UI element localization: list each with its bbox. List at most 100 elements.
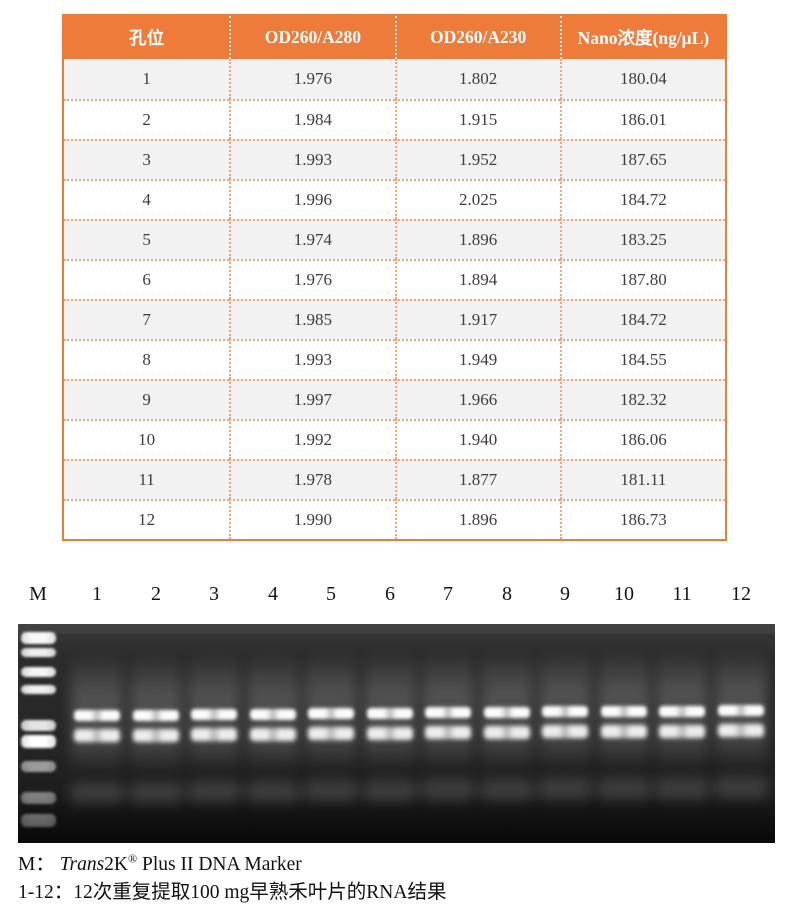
- rna-band-18s: [425, 726, 471, 739]
- lane-smear: [421, 779, 475, 801]
- marker-band: [21, 814, 56, 827]
- conc-cell: 182.32: [559, 379, 725, 419]
- table-row: 12 1.990 1.896 186.73: [64, 499, 725, 539]
- od230-cell: 1.915: [394, 99, 560, 139]
- lane-label-5: 5: [326, 583, 336, 605]
- lane-label-10: 10: [614, 583, 634, 605]
- od280-cell: 1.997: [229, 379, 395, 419]
- rna-band-28s: [74, 710, 120, 721]
- lane-label-7: 7: [443, 583, 453, 605]
- rna-band-28s: [133, 710, 179, 721]
- table-header-row: 孔位 OD260/A280 OD260/A230 Nano浓度(ng/μL): [64, 16, 725, 59]
- table-row: 4 1.996 2.025 184.72: [64, 179, 725, 219]
- table-row: 11 1.978 1.877 181.11: [64, 459, 725, 499]
- lane-smear: [246, 781, 300, 803]
- caption-marker-trans: Trans: [59, 854, 105, 875]
- od280-cell: 1.992: [229, 419, 395, 459]
- rna-band-18s: [74, 729, 120, 742]
- table-row: 8 1.993 1.949 184.55: [64, 339, 725, 379]
- figure-captions: M： Trans2K® Plus II DNA Marker 1-12：12次重…: [18, 851, 778, 907]
- lane-smear: [714, 777, 768, 799]
- rna-band-18s: [367, 727, 413, 740]
- rna-band-28s: [425, 707, 471, 718]
- od280-cell: 1.984: [229, 99, 395, 139]
- lane-smear: [480, 779, 534, 801]
- od230-cell: 1.896: [394, 219, 560, 259]
- well-cell: 12: [64, 499, 230, 539]
- lane-label-m: M: [29, 583, 47, 605]
- od230-cell: 1.966: [394, 379, 560, 419]
- od230-cell: 1.917: [394, 299, 560, 339]
- gel-image: [18, 624, 775, 843]
- well-cell: 8: [64, 339, 230, 379]
- od280-cell: 1.976: [229, 259, 395, 299]
- od230-cell: 1.802: [394, 59, 560, 99]
- lane-smear: [655, 778, 709, 800]
- caption-marker-2k: 2K: [104, 854, 129, 875]
- conc-cell: 180.04: [559, 59, 725, 99]
- lane-label-8: 8: [502, 583, 512, 605]
- lane-label-2: 2: [151, 583, 161, 605]
- table-row: 9 1.997 1.966 182.32: [64, 379, 725, 419]
- rna-band-18s: [484, 726, 530, 739]
- lane-smear: [597, 778, 651, 800]
- rna-band-28s: [542, 706, 588, 717]
- well-cell: 6: [64, 259, 230, 299]
- od280-cell: 1.976: [229, 59, 395, 99]
- lane-smear: [363, 780, 417, 802]
- od230-cell: 1.952: [394, 139, 560, 179]
- caption-samples-label: 1-12：: [18, 882, 74, 903]
- well-cell: 7: [64, 299, 230, 339]
- well-cell: 9: [64, 379, 230, 419]
- well-cell: 10: [64, 419, 230, 459]
- col-header-od260-a230: OD260/A230: [394, 16, 560, 59]
- well-cell: 3: [64, 139, 230, 179]
- conc-cell: 181.11: [559, 459, 725, 499]
- rna-band-18s: [659, 725, 705, 738]
- marker-band: [21, 667, 56, 677]
- rna-band-28s: [308, 708, 354, 719]
- od230-cell: 1.940: [394, 419, 560, 459]
- marker-band: [21, 648, 56, 657]
- col-header-well: 孔位: [64, 16, 230, 59]
- conc-cell: 184.72: [559, 299, 725, 339]
- rna-band-18s: [718, 724, 764, 737]
- lane-smear: [538, 778, 592, 800]
- conc-cell: 187.80: [559, 259, 725, 299]
- col-header-nano-conc: Nano浓度(ng/μL): [559, 16, 725, 59]
- caption-samples-text: 12次重复提取100 mg早熟禾叶片的RNA结果: [73, 882, 447, 903]
- od280-cell: 1.993: [229, 339, 395, 379]
- conc-cell: 184.72: [559, 179, 725, 219]
- od280-cell: 1.985: [229, 299, 395, 339]
- well-cell: 5: [64, 219, 230, 259]
- table-row: 3 1.993 1.952 187.65: [64, 139, 725, 179]
- rna-band-18s: [542, 725, 588, 738]
- table-row: 1 1.976 1.802 180.04: [64, 59, 725, 99]
- lane-smear: [187, 781, 241, 803]
- well-cell: 1: [64, 59, 230, 99]
- conc-cell: 184.55: [559, 339, 725, 379]
- table-row: 5 1.974 1.896 183.25: [64, 219, 725, 259]
- lane-smear: [129, 782, 183, 804]
- od280-cell: 1.974: [229, 219, 395, 259]
- lane-label-3: 3: [209, 583, 219, 605]
- od230-cell: 1.894: [394, 259, 560, 299]
- conc-cell: 186.06: [559, 419, 725, 459]
- conc-cell: 186.01: [559, 99, 725, 139]
- rna-band-18s: [133, 729, 179, 742]
- rna-band-18s: [601, 725, 647, 738]
- od280-cell: 1.996: [229, 179, 395, 219]
- well-cell: 2: [64, 99, 230, 139]
- rna-band-28s: [250, 709, 296, 720]
- col-header-od260-a280: OD260/A280: [229, 16, 395, 59]
- rna-band-28s: [601, 706, 647, 717]
- lane-label-1: 1: [92, 583, 102, 605]
- rna-band-18s: [308, 727, 354, 740]
- lane-label-6: 6: [385, 583, 395, 605]
- lane-smear: [304, 780, 358, 802]
- registered-mark: ®: [128, 851, 138, 866]
- lane-smear: [70, 782, 124, 804]
- lane-label-11: 11: [672, 583, 692, 605]
- lane-labels: M 1 2 3 4 5 6 7 8 9 10 11 12: [0, 583, 792, 609]
- od280-cell: 1.993: [229, 139, 395, 179]
